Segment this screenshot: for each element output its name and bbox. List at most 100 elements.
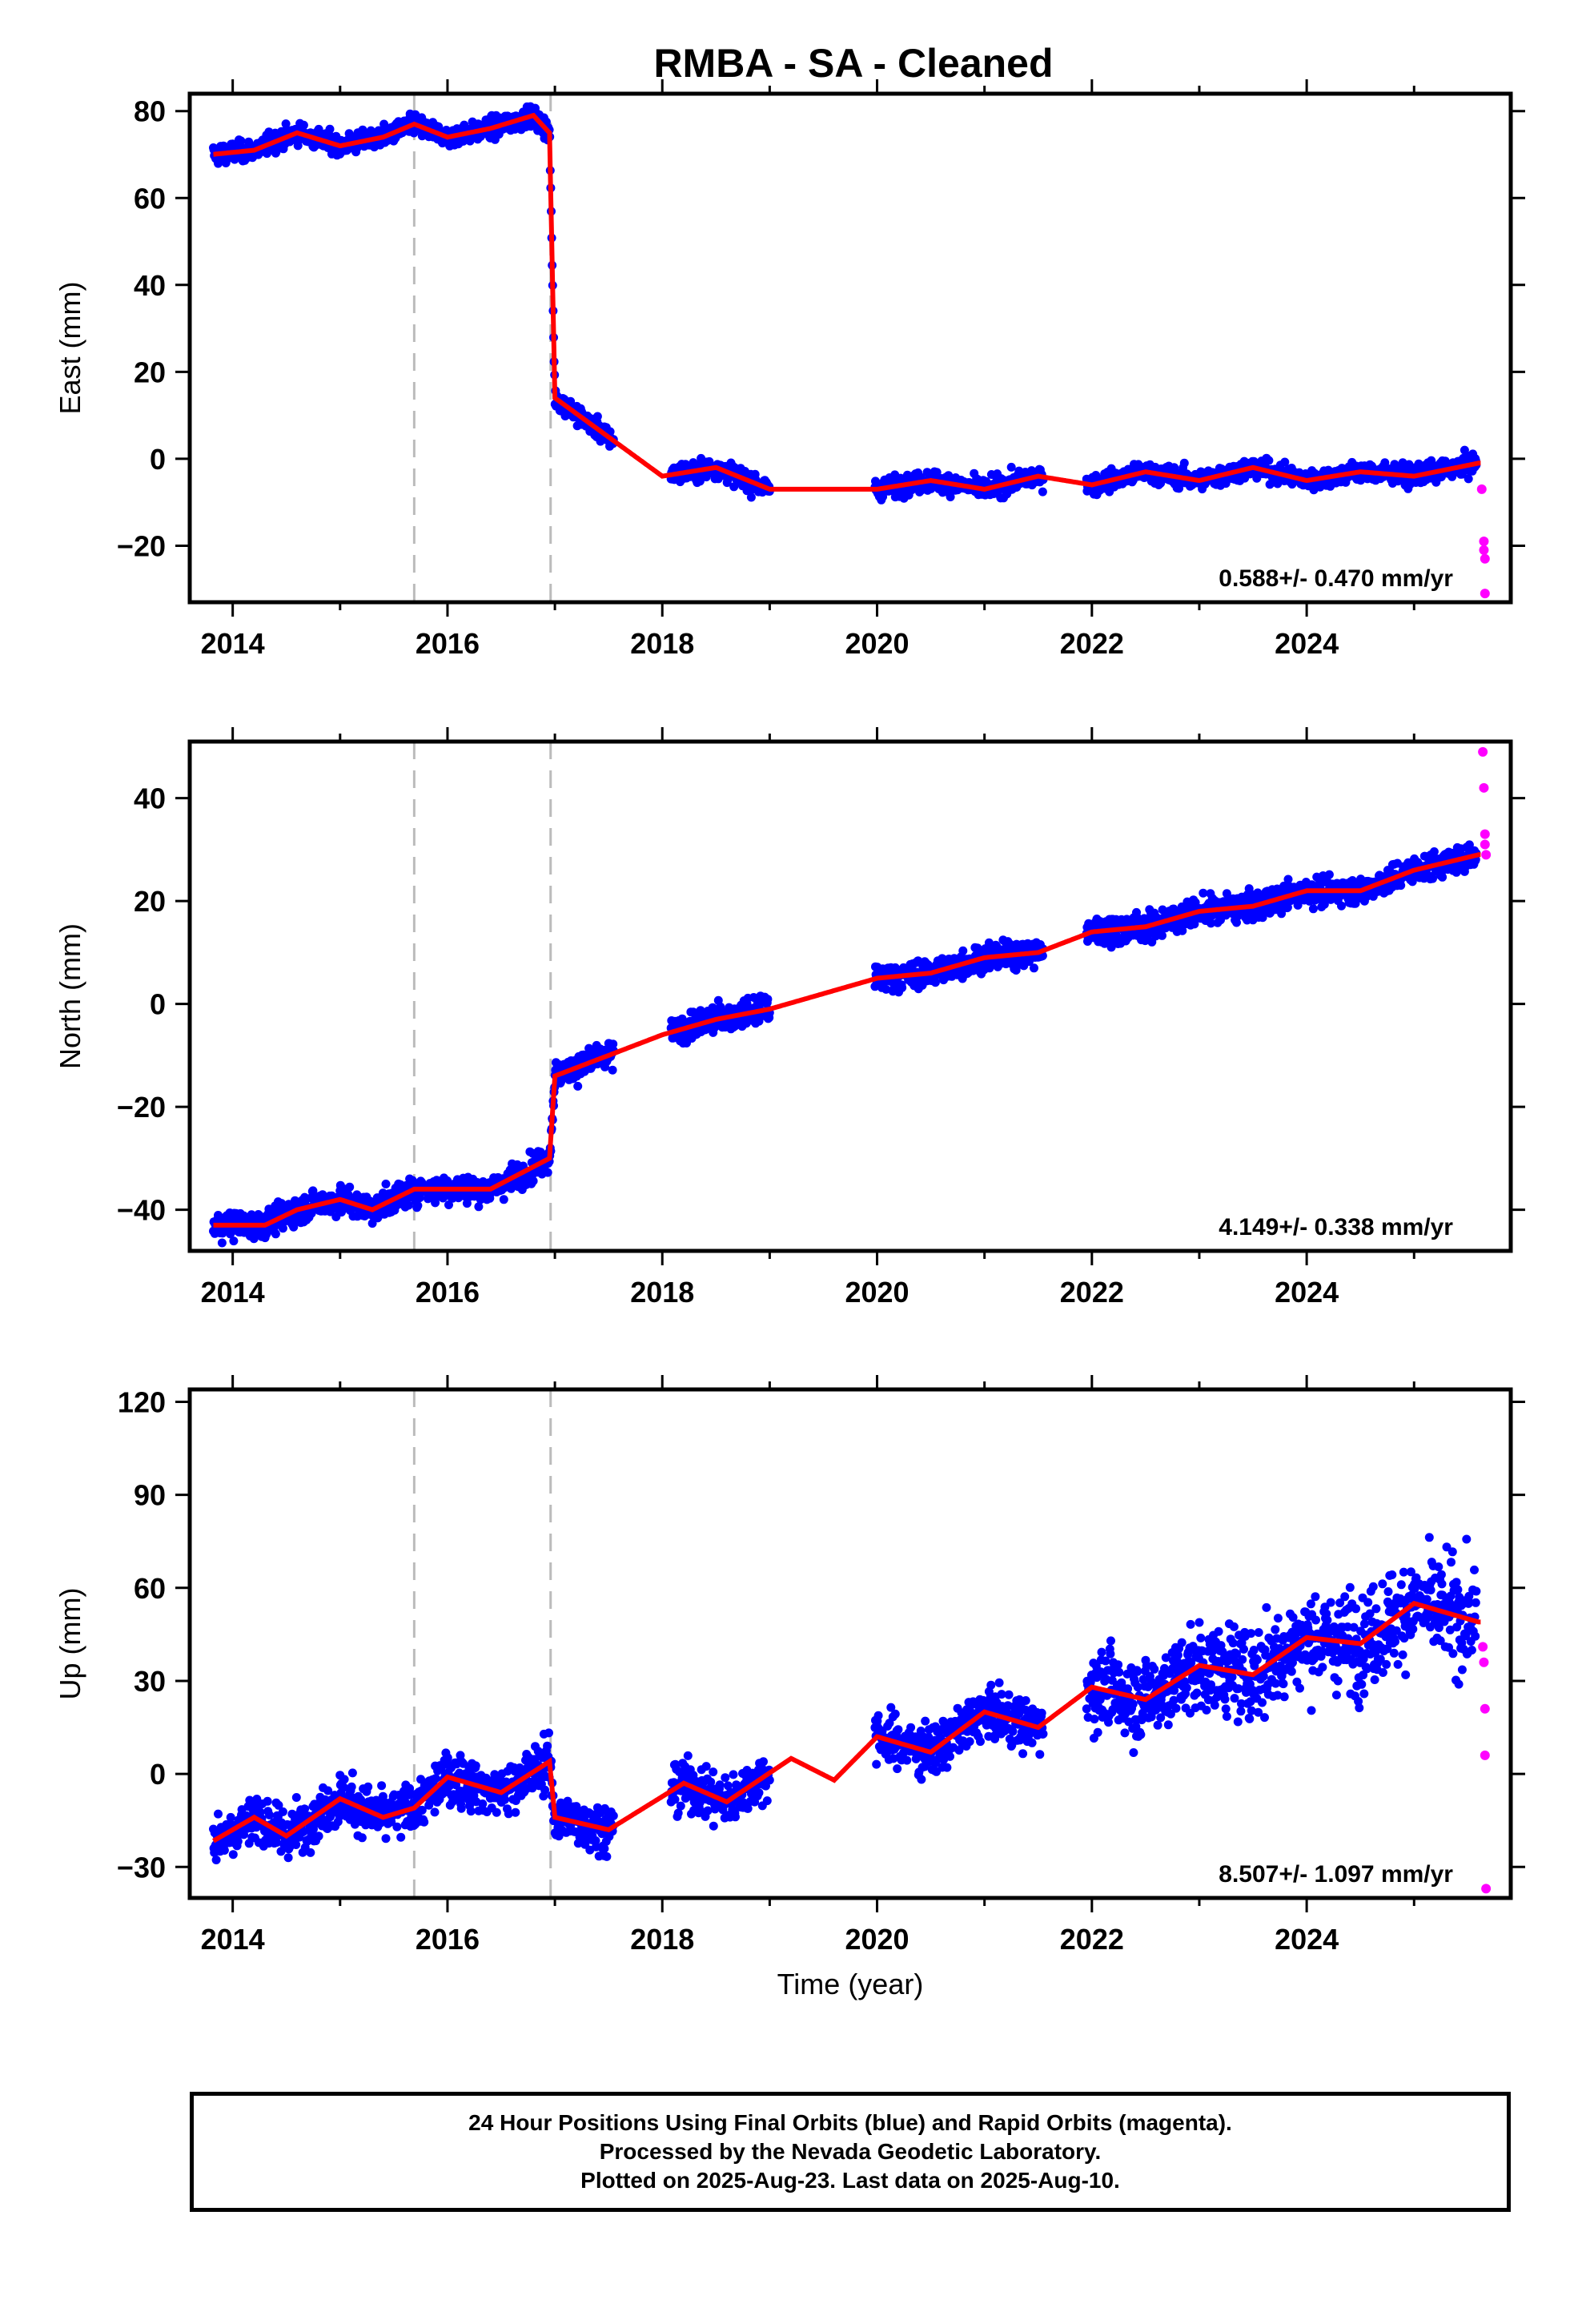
up-final-point-144 [278, 1807, 287, 1816]
north-final-point-487 [444, 1200, 453, 1209]
up-final-point-171 [291, 1840, 301, 1849]
east-xtick-label-2020: 2020 [845, 627, 909, 660]
north-final-point-423 [413, 1200, 423, 1210]
north-xtick-label-2020: 2020 [845, 1276, 909, 1309]
north-final-point-1799 [1283, 903, 1292, 912]
east-xtick-label-2022: 2022 [1060, 627, 1124, 660]
north-final-point-1539 [1158, 931, 1166, 940]
up-final-point-320 [363, 1782, 373, 1791]
east-final-point-187 [299, 120, 308, 130]
north-final-point-1640 [1207, 919, 1215, 928]
north-final-point-1159 [930, 978, 940, 987]
up-final-point-112 [263, 1796, 272, 1806]
north-final-point-1314 [1006, 939, 1015, 949]
north-final-point-279 [343, 1190, 353, 1200]
east-xtick-label-2024: 2024 [1275, 627, 1339, 660]
east-final-point-1186 [944, 471, 954, 480]
east-final-orbit-series [209, 102, 1481, 505]
north-final-point-1363 [1030, 963, 1038, 973]
north-final-point-404 [404, 1200, 413, 1210]
north-final-point-2033 [1396, 881, 1406, 891]
east-final-point-10 [214, 159, 223, 168]
east-rapid-point-1 [1479, 537, 1489, 547]
up-final-point-237 [323, 1786, 333, 1795]
east-velocity-label: 0.588+/- 0.470 mm/yr [1219, 565, 1453, 592]
north-final-point-549 [474, 1202, 484, 1212]
north-final-point-827 [608, 1039, 618, 1049]
north-ytick-label-20: 20 [134, 885, 166, 918]
north-final-point-1800 [1283, 875, 1293, 884]
north-final-point-129 [271, 1229, 280, 1239]
east-ytick-label-0: 0 [150, 443, 166, 476]
up-final-point-288 [347, 1768, 357, 1778]
east-final-point-2165 [1460, 445, 1469, 455]
east-final-point-150 [281, 119, 291, 129]
up-final-point-135 [274, 1800, 283, 1810]
up-final-point-189 [300, 1804, 310, 1814]
north-final-orbit-series [209, 840, 1481, 1248]
up-final-point-271 [339, 1775, 349, 1784]
north-ytick-label-40: 40 [134, 782, 166, 815]
north-ytick-label--20: −20 [117, 1091, 166, 1124]
east-xtick-label-2018: 2018 [630, 627, 694, 660]
chart-title: RMBA - SA - Cleaned [653, 41, 1053, 86]
east-final-point-959 [729, 482, 739, 492]
east-xtick-label-2016: 2016 [416, 627, 480, 660]
east-final-point-1162 [932, 468, 942, 477]
up-final-point-308 [357, 1833, 367, 1843]
north-final-point-1057 [881, 984, 891, 994]
north-final-point-1910 [1337, 901, 1346, 911]
up-final-point-458 [430, 1807, 440, 1817]
east-ytick-label-80: 80 [134, 95, 166, 128]
north-final-point-754 [573, 1081, 583, 1091]
north-final-point-692 [543, 1168, 552, 1177]
north-final-point-1606 [1190, 919, 1199, 929]
up-final-point-218 [314, 1831, 323, 1841]
north-final-point-601 [499, 1195, 508, 1204]
north-velocity-label: 4.149+/- 0.338 mm/yr [1219, 1214, 1453, 1240]
north-model-curve [213, 852, 1481, 1228]
up-final-point-380 [392, 1822, 402, 1831]
east-final-point-241 [325, 124, 335, 134]
up-final-point-201 [306, 1848, 315, 1857]
north-rapid-point-1 [1479, 782, 1489, 793]
north-final-point-1216 [958, 946, 968, 955]
up-final-point-460 [431, 1774, 440, 1783]
north-xtick-label-2018: 2018 [630, 1276, 694, 1309]
north-rapid-point-3 [1480, 839, 1490, 850]
north-final-point-282 [345, 1182, 355, 1192]
east-ytick-label-60: 60 [134, 182, 166, 215]
north-rapid-orbit-series [1478, 746, 1492, 860]
east-model-curve [213, 112, 1481, 492]
north-final-point-1885 [1324, 870, 1334, 879]
east-panel: East (mm) 0.588+/- 0.470 mm/yr 2014 2016 2… [54, 79, 1525, 660]
up-final-point-10 [214, 1809, 223, 1819]
up-final-point-131 [272, 1838, 282, 1848]
north-final-point-662 [528, 1176, 538, 1186]
up-final-point-348 [377, 1781, 387, 1791]
up-final-point-388 [396, 1832, 406, 1842]
east-plot-area [209, 94, 1490, 602]
east-rapid-point-0 [1476, 484, 1487, 494]
east-final-point-1793 [1280, 457, 1290, 467]
up-final-point-172 [291, 1793, 301, 1802]
east-rapid-point-3 [1480, 553, 1490, 564]
north-plot-area [209, 742, 1492, 1251]
north-final-point-1719 [1244, 884, 1254, 894]
north-rapid-point-4 [1481, 850, 1492, 860]
up-final-point-436 [420, 1817, 429, 1827]
east-final-point-1316 [1006, 462, 1016, 472]
north-final-point-1747 [1258, 913, 1267, 923]
up-final-point-23 [219, 1846, 229, 1855]
north-final-point-1029 [763, 995, 773, 1004]
up-panel: Up (mm) 8.507+/- 1.097 mm/yr Time (year)… [54, 1375, 1525, 2000]
up-final-point-207 [309, 1824, 318, 1834]
north-final-point-1875 [1319, 899, 1329, 909]
east-rapid-point-4 [1480, 589, 1490, 599]
north-final-point-1434 [1106, 943, 1116, 952]
east-rapid-orbit-series [1476, 484, 1490, 599]
north-axis-label: North (mm) [54, 923, 86, 1069]
east-final-point-795 [592, 412, 602, 421]
up-final-point-286 [347, 1782, 356, 1791]
north-rapid-point-0 [1478, 746, 1488, 757]
